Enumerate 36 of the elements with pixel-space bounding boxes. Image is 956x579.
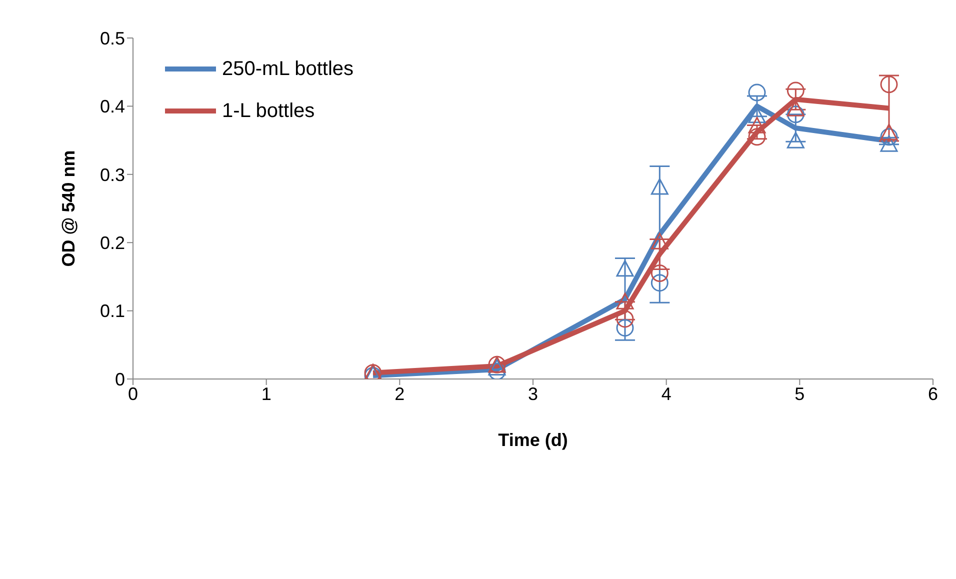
- y-tick-label: 0.3: [100, 164, 125, 185]
- x-tick-label: 2: [394, 384, 405, 404]
- point: [650, 264, 668, 282]
- legend-label: 250-mL bottles: [222, 58, 354, 80]
- point: [748, 116, 766, 134]
- point: [786, 132, 804, 148]
- point: [748, 128, 766, 146]
- point: [650, 274, 668, 292]
- point: [786, 82, 804, 100]
- point: [880, 124, 898, 140]
- point: [880, 76, 898, 94]
- x-tick-label: 1: [261, 384, 272, 404]
- point: [748, 84, 766, 102]
- y-tick-label: 0.1: [100, 301, 125, 322]
- x-tick-label: 3: [528, 384, 538, 404]
- x-tick-label: 0: [128, 384, 138, 404]
- point: [616, 319, 634, 337]
- point: [488, 359, 506, 376]
- y-tick-label: 0.4: [100, 96, 125, 117]
- point: [786, 106, 804, 124]
- point: [616, 310, 634, 328]
- point: [616, 260, 634, 277]
- point: [616, 292, 634, 310]
- point: [650, 232, 668, 250]
- y-tick-label: 0.2: [100, 232, 125, 253]
- x-axis-title: Time (d): [498, 430, 568, 450]
- y-tick-label: 0.5: [100, 28, 125, 48]
- legend-label: 1-L bottles: [222, 100, 315, 122]
- y-tick-label: 0: [114, 369, 125, 390]
- x-tick-label: 5: [794, 384, 805, 404]
- x-tick-label: 6: [928, 384, 938, 404]
- x-tick-label: 4: [661, 384, 672, 404]
- point: [650, 178, 668, 195]
- point: [880, 135, 898, 152]
- y-axis-title: OD @ 540 nm: [58, 150, 78, 267]
- point: [880, 128, 898, 146]
